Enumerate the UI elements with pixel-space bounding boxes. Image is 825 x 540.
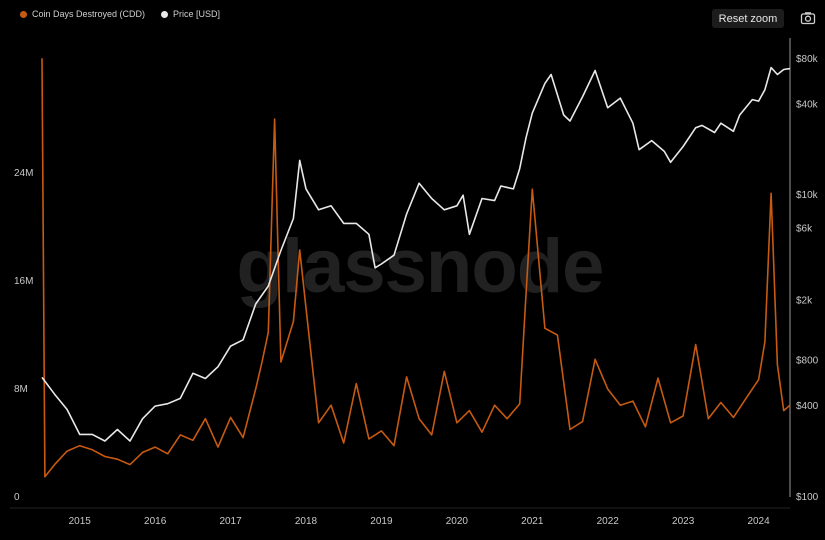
right-tick-label: $40k: [796, 99, 819, 110]
left-tick-label: 16M: [14, 276, 33, 287]
right-axis: $100 $400 $800 $2k $6k $10k $40k $80k: [789, 38, 819, 503]
x-tick-label: 2020: [446, 516, 469, 527]
left-axis: 0 8M 16M 24M: [14, 168, 33, 503]
legend-dot-price: [161, 10, 169, 18]
series-line-price: [41, 66, 791, 442]
watermark: glassnode: [237, 224, 604, 309]
x-axis: 2015 2016 2017 2018 2019 2020 2021 2022 2023 2024: [10, 507, 790, 527]
x-tick-label: 2021: [521, 516, 544, 527]
left-tick-label: 0: [14, 492, 20, 503]
legend-label-cdd: Coin Days Destroyed (CDD): [32, 9, 146, 19]
right-tick-label: $2k: [796, 296, 813, 307]
legend-item-cdd[interactable]: Coin Days Destroyed (CDD): [20, 9, 145, 19]
left-tick-label: 24M: [14, 168, 33, 179]
right-tick-label: $800: [796, 356, 819, 367]
right-tick-label: $10k: [796, 190, 819, 201]
x-tick-label: 2017: [219, 516, 242, 527]
reset-zoom-button[interactable]: Reset zoom: [712, 9, 784, 28]
x-tick-label: 2023: [672, 516, 695, 527]
right-tick-label: $100: [796, 492, 819, 503]
legend-item-price[interactable]: Price [USD]: [161, 9, 220, 19]
left-tick-label: 8M: [14, 384, 28, 395]
x-tick-label: 2019: [370, 516, 393, 527]
x-tick-label: 2022: [597, 516, 620, 527]
x-tick-label: 2015: [69, 516, 92, 527]
x-tick-label: 2018: [295, 516, 318, 527]
legend-label-price: Price [USD]: [173, 9, 221, 19]
series-line-cdd: [41, 58, 791, 478]
x-tick-label: 2024: [747, 516, 770, 527]
camera-icon[interactable]: [800, 10, 816, 26]
right-tick-label: $6k: [796, 224, 813, 235]
right-tick-label: $400: [796, 401, 819, 412]
x-tick-label: 2016: [144, 516, 167, 527]
chart-legend: Coin Days Destroyed (CDD) Price [USD]: [20, 9, 220, 19]
right-tick-label: $80k: [796, 54, 819, 65]
legend-dot-cdd: [20, 10, 27, 18]
